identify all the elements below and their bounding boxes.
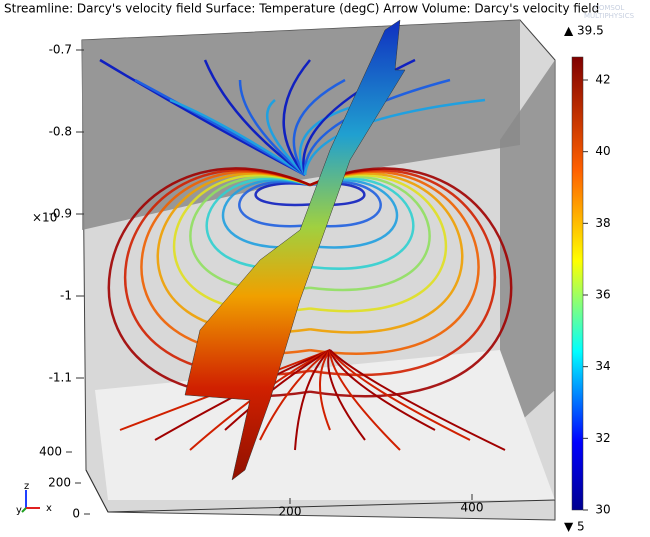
y-tick-label: 200 xyxy=(48,476,71,490)
streamline xyxy=(282,59,311,176)
z-tick-label: -1.1 xyxy=(49,371,72,385)
streamline xyxy=(327,349,366,441)
streamline xyxy=(309,173,447,313)
edge xyxy=(85,469,109,513)
triad: z y x xyxy=(16,481,52,516)
top-layer xyxy=(82,20,520,230)
watermark: MULTIPHYSICS xyxy=(584,12,635,20)
z-tick-label: -0.9 xyxy=(49,207,72,221)
streamline xyxy=(329,349,471,441)
streamline xyxy=(238,79,306,176)
model-box xyxy=(81,19,556,521)
triad-label: z xyxy=(24,481,29,492)
streamline xyxy=(203,59,306,177)
x-tick-label: 200 xyxy=(279,505,302,519)
y-tick-label: 400 xyxy=(39,445,62,459)
streamline xyxy=(221,178,311,249)
streamline xyxy=(309,175,431,291)
streamline xyxy=(224,349,331,431)
streamline xyxy=(329,349,506,451)
colorbar-tick-label: 40 xyxy=(595,144,610,158)
edge xyxy=(107,499,556,513)
z-multiplier: ×10 xyxy=(32,211,57,225)
streamline xyxy=(238,180,311,228)
streamline xyxy=(329,349,401,451)
streamline xyxy=(329,349,436,431)
triad-label: x xyxy=(46,503,52,514)
streamline xyxy=(309,178,399,249)
x-tick-label: 400 xyxy=(461,501,484,515)
streamline xyxy=(303,78,451,176)
watermark: COMSOL xyxy=(594,4,624,12)
streamline xyxy=(294,349,331,451)
triad-label: y xyxy=(16,505,22,516)
colorbar-min: ▼ 5 xyxy=(564,520,585,534)
title: Streamline: Darcy's velocity field Surfa… xyxy=(4,2,599,16)
z-tick-label: -0.7 xyxy=(49,43,72,57)
z-tick-label: -1 xyxy=(60,289,72,303)
streamline xyxy=(259,349,331,441)
colorbar xyxy=(571,56,584,511)
streamline xyxy=(309,169,497,377)
colorbar-tick-label: 30 xyxy=(595,503,610,517)
fracture xyxy=(184,19,406,481)
streamline xyxy=(169,98,306,177)
colorbar-max: ▲ 39.5 xyxy=(564,24,604,38)
streamline xyxy=(254,182,311,207)
colorbar-tick-label: 34 xyxy=(595,359,610,373)
colorbar-tick-label: 36 xyxy=(595,288,610,302)
streamline xyxy=(309,172,464,334)
colorbar-tick-label: 38 xyxy=(595,216,610,230)
streamline xyxy=(309,177,415,270)
side-wall xyxy=(500,60,555,440)
y-tick-label: 0 xyxy=(72,507,80,521)
colorbar-tick-label: 32 xyxy=(595,431,610,445)
streamline xyxy=(309,170,480,355)
streamline xyxy=(309,167,513,398)
streamline xyxy=(266,99,306,176)
triad-y xyxy=(21,507,27,513)
streamline xyxy=(292,78,346,176)
streamline xyxy=(319,349,331,431)
z-tick-label: -0.8 xyxy=(49,125,72,139)
colorbar-tick-label: 42 xyxy=(595,73,610,87)
